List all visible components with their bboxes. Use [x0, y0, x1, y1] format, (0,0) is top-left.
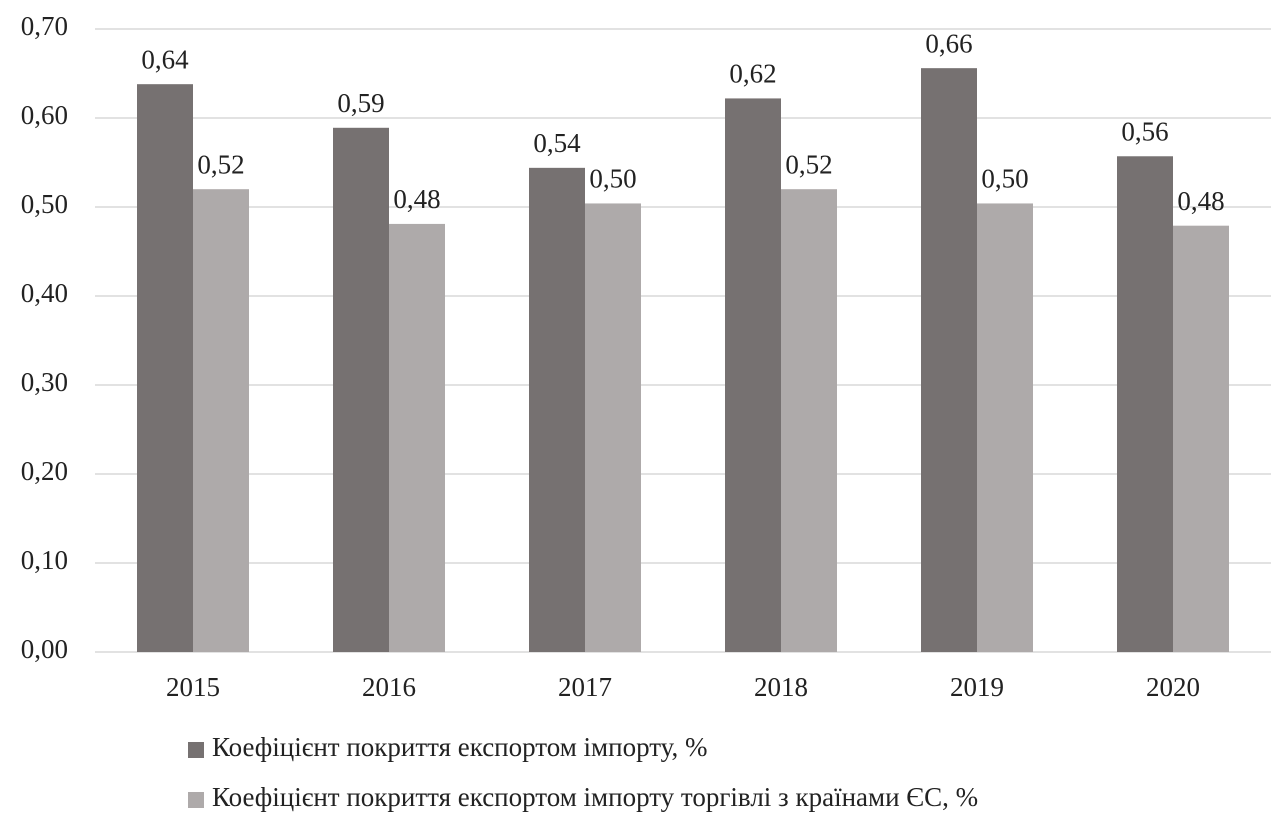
bar: [529, 167, 585, 652]
y-tick-label: 0,20: [21, 456, 68, 486]
x-tick-label: 2019: [950, 672, 1004, 702]
x-tick-label: 2018: [754, 672, 808, 702]
y-tick-label: 0,10: [21, 545, 68, 575]
data-label: 0,54: [533, 128, 581, 158]
data-label: 0,52: [785, 149, 832, 179]
data-label: 0,50: [589, 164, 636, 194]
y-tick-label: 0,50: [21, 189, 68, 219]
legend-label: Коефіцієнт покриття експортом імпорту то…: [212, 782, 978, 812]
bar: [193, 189, 249, 652]
data-label: 0,48: [1177, 186, 1224, 216]
bar: [1117, 156, 1173, 652]
y-tick-label: 0,40: [21, 278, 68, 308]
x-tick-label: 2017: [558, 672, 612, 702]
x-tick-label: 2016: [362, 672, 416, 702]
y-tick-label: 0,60: [21, 100, 68, 130]
y-tick-label: 0,70: [21, 11, 68, 41]
bar: [725, 98, 781, 653]
y-tick-label: 0,30: [21, 367, 68, 397]
bar: [921, 68, 977, 652]
legend-swatch: [188, 742, 204, 758]
bar: [389, 223, 445, 652]
bar: [137, 84, 193, 653]
x-tick-label: 2020: [1146, 672, 1200, 702]
data-label: 0,64: [141, 44, 189, 74]
legend-label: Коефіцієнт покриття експортом імпорту, %: [212, 732, 707, 762]
data-label: 0,59: [337, 88, 384, 118]
data-label: 0,62: [729, 59, 776, 89]
data-label: 0,48: [393, 184, 440, 214]
data-label: 0,66: [925, 28, 972, 58]
data-label: 0,52: [197, 149, 244, 179]
y-tick-label: 0,00: [21, 634, 68, 664]
legend-swatch: [188, 792, 204, 808]
bar: [1173, 225, 1229, 652]
x-tick-label: 2015: [166, 672, 220, 702]
bar: [781, 189, 837, 652]
bar: [333, 127, 389, 653]
data-label: 0,56: [1121, 116, 1168, 146]
bar: [977, 203, 1033, 652]
bar: [585, 203, 641, 652]
data-label: 0,50: [981, 164, 1028, 194]
